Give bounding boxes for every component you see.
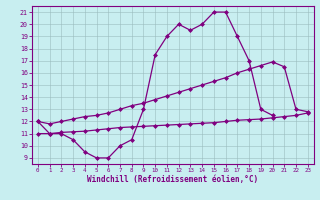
X-axis label: Windchill (Refroidissement éolien,°C): Windchill (Refroidissement éolien,°C) bbox=[87, 175, 258, 184]
